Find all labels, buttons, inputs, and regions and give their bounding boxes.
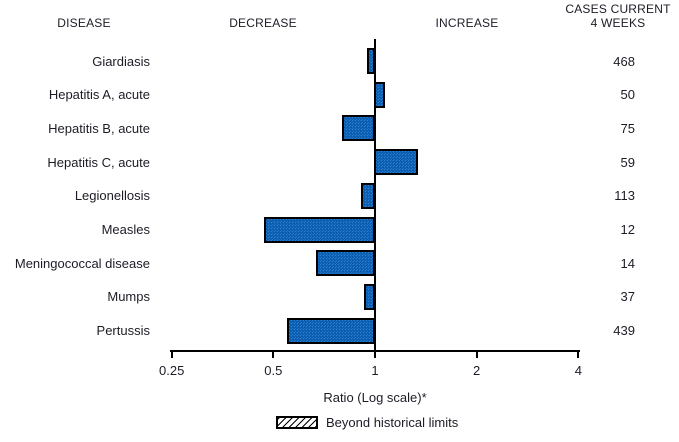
legend-label: Beyond historical limits [326, 415, 459, 430]
column-header-increase: INCREASE [435, 16, 499, 30]
ratio-bar [367, 48, 375, 74]
axis-tick [475, 350, 478, 358]
axis-tick-label: 4 [574, 363, 582, 378]
legend: Beyond historical limits [276, 415, 458, 430]
ratio-bar [264, 216, 375, 243]
column-header-disease: DISEASE [57, 16, 111, 30]
ratio-bar [374, 81, 386, 108]
cases-value: 439 [613, 323, 635, 339]
cases-value: 468 [613, 53, 635, 69]
cases-value: 50 [620, 87, 635, 103]
disease-label: Mumps [107, 289, 150, 305]
cases-value: 59 [620, 154, 635, 170]
axis-tick-label: 1 [371, 363, 379, 378]
disease-label: Meningococcal disease [14, 255, 150, 271]
disease-label: Hepatitis C, acute [47, 154, 150, 170]
disease-label: Measles [101, 222, 150, 237]
column-header-cases: CASES CURRENT 4 WEEKS [558, 2, 678, 30]
x-axis-title: Ratio (Log scale)* [323, 390, 427, 405]
disease-label: Giardiasis [92, 53, 150, 69]
cases-value: 113 [614, 188, 635, 204]
cases-value: 37 [620, 289, 635, 305]
ratio-bar [316, 250, 375, 277]
ratio-bar [361, 182, 375, 209]
cases-value: 75 [620, 120, 635, 136]
baseline-ratio-1 [374, 39, 376, 358]
column-header-cases-line1: CASES CURRENT [565, 2, 671, 16]
disease-label: Hepatitis B, acute [48, 120, 150, 136]
ratio-bar [364, 283, 375, 310]
axis-tick-label: 2 [473, 363, 481, 378]
ratio-bar [287, 317, 375, 344]
axis-tick [272, 350, 275, 358]
ratio-bar [374, 149, 419, 176]
axis-tick [374, 350, 376, 358]
column-header-decrease: DECREASE [229, 16, 297, 30]
axis-tick [577, 350, 580, 358]
axis-tick [170, 350, 173, 358]
disease-label: Pertussis [96, 323, 150, 339]
cases-value: 14 [620, 255, 635, 271]
column-header-cases-line2: 4 WEEKS [590, 16, 646, 30]
cases-value: 12 [620, 222, 635, 237]
disease-label: Legionellosis [74, 188, 150, 204]
disease-label: Hepatitis A, acute [48, 87, 150, 103]
legend-hatched-swatch [276, 416, 318, 429]
axis-tick-label: 0.25 [159, 363, 185, 378]
axis-tick-label: 0.5 [264, 363, 283, 378]
ratio-bar [342, 115, 375, 142]
